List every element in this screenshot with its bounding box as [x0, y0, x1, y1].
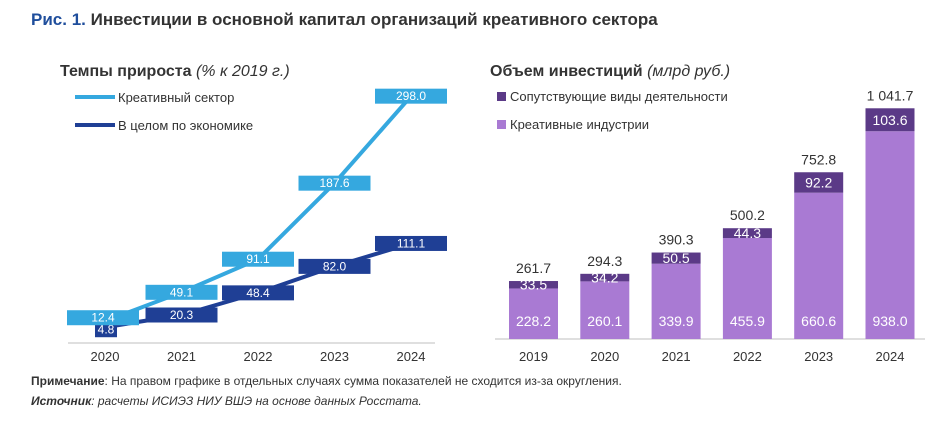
- bar-value-related-activities: 34.2: [591, 270, 618, 286]
- bar-value-related-activities: 92.2: [805, 174, 832, 190]
- legend-swatch-related-activities: [497, 92, 506, 101]
- bar-total-label: 294.3: [587, 253, 622, 269]
- data-label-creative: 12.4: [91, 311, 115, 325]
- data-label-economy: 82.0: [323, 259, 347, 273]
- figure-title-text: Инвестиции в основной капитал организаци…: [90, 10, 658, 29]
- bar-related-activities: [865, 108, 915, 132]
- source-line: Источник: расчеты ИСИЭЗ НИУ ВШЭ на основ…: [31, 394, 422, 408]
- volume-x-tick-label: 2021: [662, 349, 691, 364]
- volume-x-tick-label: 2023: [804, 349, 833, 364]
- note-label: Примечание: [31, 374, 105, 388]
- data-label-box-creative: [67, 310, 139, 326]
- bar-creative-industries: [722, 238, 772, 339]
- source-label: Источник: [31, 394, 92, 408]
- bar-value-related-activities: 103.6: [872, 112, 907, 128]
- data-label-box-creative: [298, 175, 371, 191]
- bar-related-activities: [722, 228, 772, 239]
- growth-x-tick-label: 2022: [244, 349, 273, 364]
- data-label-economy: 4.8: [98, 323, 115, 337]
- data-label-box-economy: [298, 258, 371, 274]
- figure-number: Рис. 1.: [31, 10, 86, 29]
- legend-label-creative-industries: Креативные индустрии: [510, 117, 649, 132]
- data-label-economy: 111.1: [397, 236, 426, 250]
- bar-related-activities: [509, 281, 558, 289]
- legend-label-creative: Креативный сектор: [118, 90, 234, 105]
- bar-value-creative-industries: 260.1: [587, 313, 622, 329]
- data-label-economy: 20.3: [170, 308, 194, 322]
- data-label-box-economy: [145, 307, 218, 323]
- data-label-box-creative: [145, 284, 218, 300]
- growth-x-tick-label: 2023: [320, 349, 349, 364]
- data-label-box-economy: [95, 322, 117, 338]
- bar-creative-industries: [580, 281, 630, 339]
- source-text: : расчеты ИСИЭЗ НИУ ВШЭ на основе данных…: [91, 394, 422, 408]
- growth-chart-title: Темпы прироста (% к 2019 г.): [60, 63, 290, 81]
- bar-total-label: 261.7: [516, 260, 551, 276]
- bar-total-label: 390.3: [659, 232, 694, 248]
- volume-x-tick-label: 2022: [733, 349, 762, 364]
- bar-value-creative-industries: 938.0: [872, 313, 907, 329]
- volume-x-tick-label: 2020: [590, 349, 619, 364]
- data-label-box-creative: [375, 88, 447, 104]
- bar-creative-industries: [651, 263, 701, 339]
- bar-creative-industries: [509, 288, 558, 339]
- growth-chart-title-text: Темпы прироста: [60, 63, 192, 80]
- bar-related-activities: [794, 172, 844, 193]
- bar-total-label: 500.2: [730, 207, 765, 223]
- note-text: : На правом графике в отдельных случаях …: [104, 374, 622, 388]
- bar-creative-industries: [865, 131, 915, 339]
- data-label-box-economy: [375, 235, 447, 251]
- note-line: Примечание: На правом графике в отдельны…: [31, 374, 622, 388]
- bar-value-creative-industries: 455.9: [730, 313, 765, 329]
- figure-title: Рис. 1. Инвестиции в основной капитал ор…: [31, 10, 658, 30]
- data-label-creative: 91.1: [246, 252, 270, 266]
- volume-chart-title-text: Объем инвестиций: [490, 63, 643, 80]
- legend-label-related-activities: Сопутствующие виды деятельности: [510, 89, 728, 104]
- growth-x-tick-label: 2020: [91, 349, 120, 364]
- volume-chart-title: Объем инвестиций (млрд руб.): [490, 63, 730, 81]
- bar-value-related-activities: 44.3: [734, 225, 761, 241]
- legend-label-economy: В целом по экономике: [118, 118, 253, 133]
- bar-value-related-activities: 50.5: [662, 250, 689, 266]
- data-label-creative: 187.6: [319, 176, 349, 190]
- bar-value-creative-industries: 660.6: [801, 313, 836, 329]
- bar-value-creative-industries: 339.9: [659, 313, 694, 329]
- data-label-creative: 298.0: [396, 89, 426, 103]
- volume-x-tick-label: 2024: [876, 349, 905, 364]
- legend-swatch-creative-industries: [497, 120, 506, 129]
- data-label-box-creative: [222, 251, 294, 267]
- data-label-box-economy: [222, 285, 294, 301]
- bar-related-activities: [651, 252, 701, 264]
- growth-chart-unit: (% к 2019 г.): [195, 63, 290, 80]
- bar-related-activities: [580, 273, 630, 282]
- data-label-economy: 48.4: [246, 286, 270, 300]
- bar-value-related-activities: 33.5: [520, 277, 547, 293]
- data-label-creative: 49.1: [170, 285, 194, 299]
- bar-total-label: 752.8: [801, 151, 836, 167]
- growth-x-tick-label: 2021: [167, 349, 196, 364]
- bar-total-label: 1 041.7: [867, 87, 914, 103]
- volume-chart-unit: (млрд руб.): [647, 63, 731, 80]
- bar-creative-industries: [794, 192, 844, 339]
- volume-x-tick-label: 2019: [519, 349, 548, 364]
- bar-value-creative-industries: 228.2: [516, 313, 551, 329]
- growth-x-tick-label: 2024: [397, 349, 426, 364]
